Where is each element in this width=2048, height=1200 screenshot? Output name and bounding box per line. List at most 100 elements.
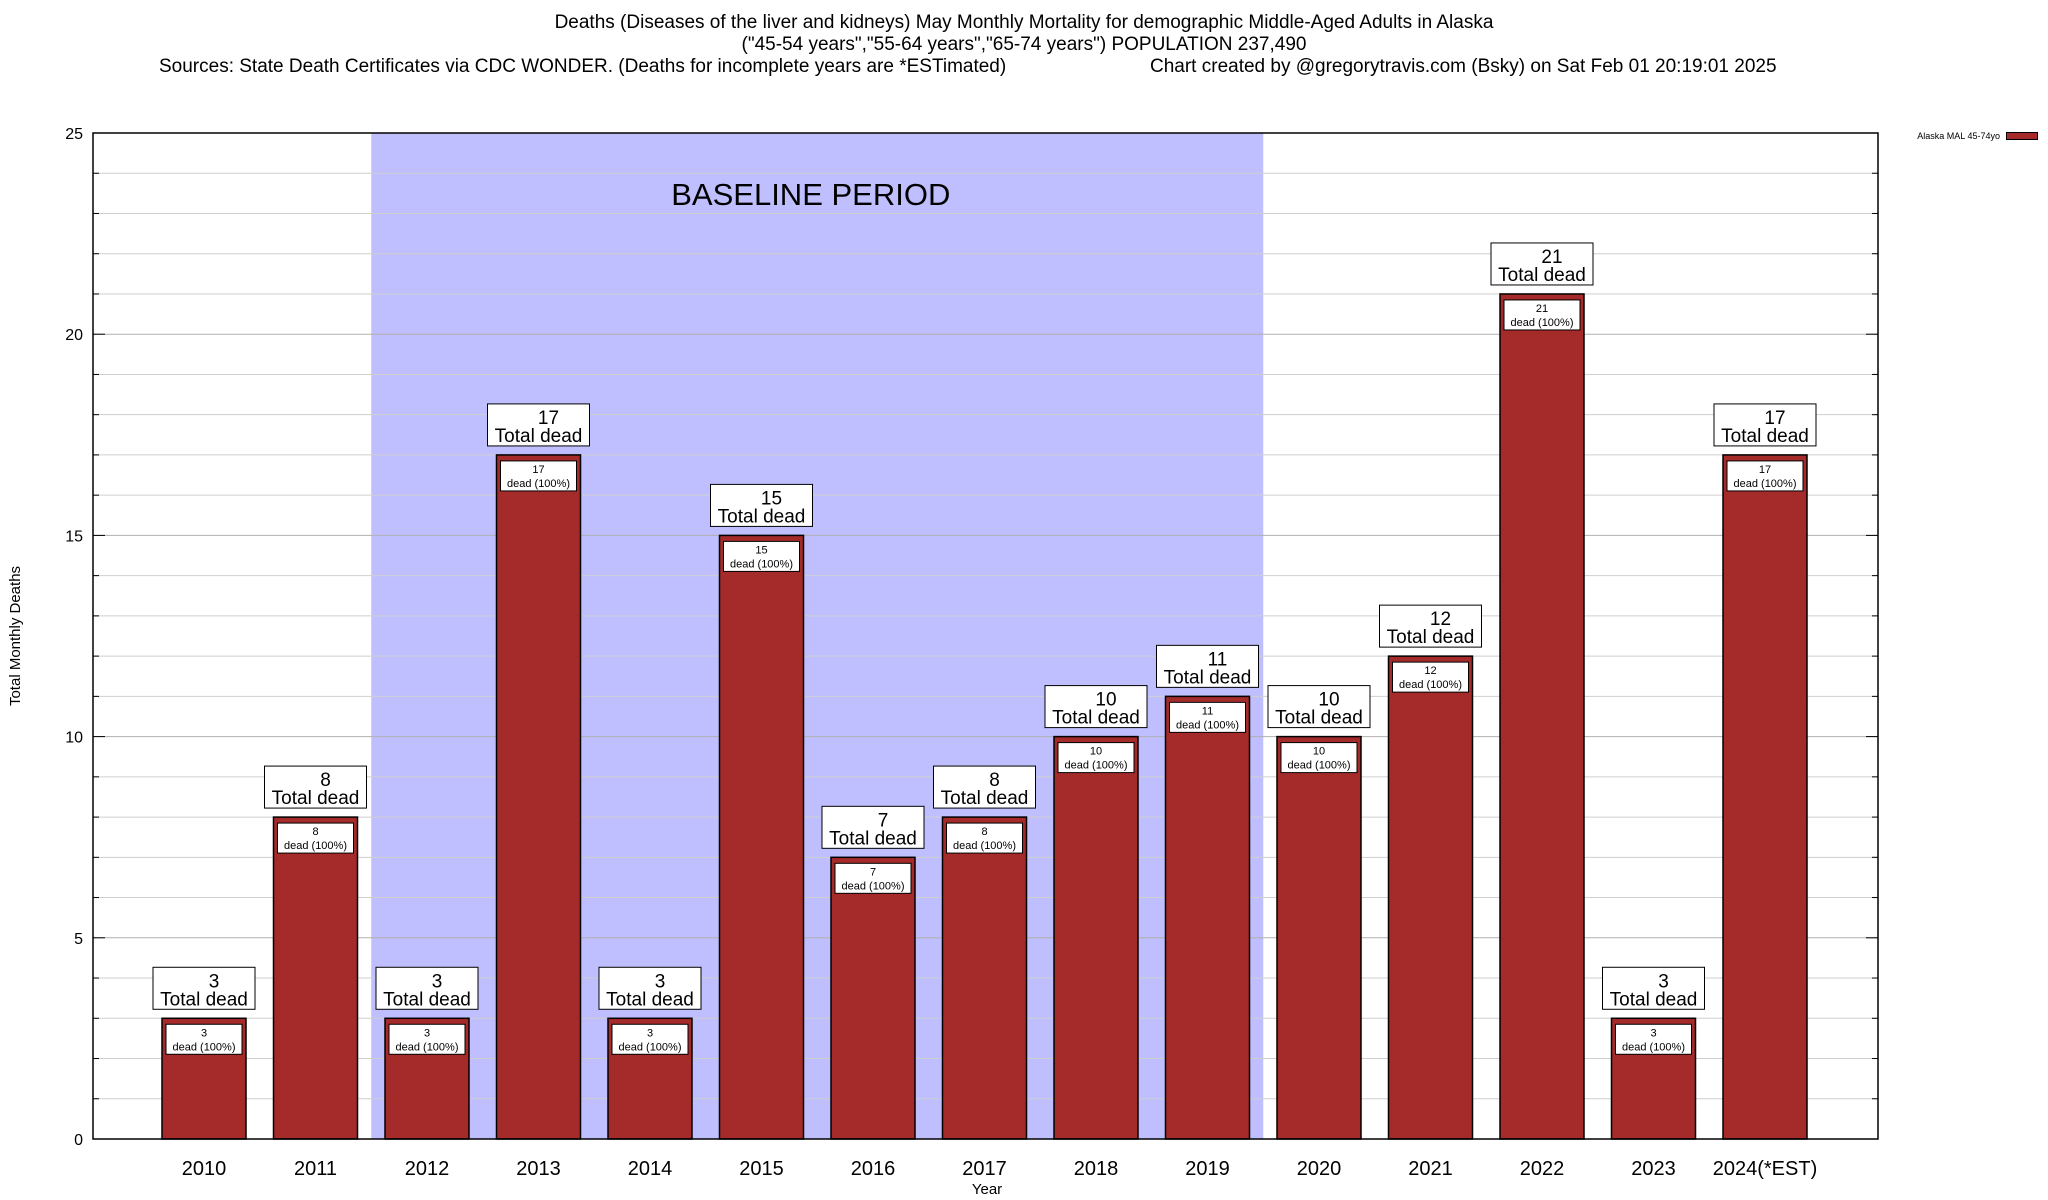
chart-credit: Chart created by @gregorytravis.com (Bsk… (1150, 56, 1777, 77)
y-tick-label: 0 (74, 1132, 83, 1149)
top-label-text: Total dead (1164, 667, 1252, 688)
inner-label-value: 10 (1090, 746, 1102, 758)
inner-label-text: dead (100%) (173, 1041, 236, 1053)
top-label-box (710, 483, 813, 527)
inner-label-value: 3 (201, 1027, 207, 1039)
inner-label-text: dead (100%) (507, 478, 570, 490)
inner-label-text: dead (100%) (842, 880, 905, 892)
top-label-text: Total dead (1275, 708, 1363, 729)
top-label-box (933, 765, 1036, 809)
top-label-text: Total dead (606, 989, 694, 1010)
inner-label-text: dead (100%) (1288, 760, 1351, 772)
top-label-text: Total dead (829, 828, 917, 849)
top-label-box (1044, 685, 1148, 729)
y-tick-label: 10 (65, 730, 83, 747)
top-label-value: 17 (1764, 408, 1785, 429)
inner-label-value: 21 (1536, 303, 1548, 315)
inner-label-value: 12 (1424, 665, 1436, 677)
top-label-box (1602, 966, 1705, 1010)
inner-label-box (1726, 460, 1804, 492)
x-tick-label: 2011 (294, 1158, 337, 1180)
inner-label-box (1057, 742, 1135, 774)
inner-label-value: 11 (1202, 705, 1213, 717)
top-label-value: 3 (209, 971, 220, 992)
inner-label-box (946, 822, 1023, 854)
bar (1164, 695, 1251, 1140)
bar (1387, 655, 1474, 1140)
top-label-box (375, 966, 479, 1010)
legend-label: Alaska MAL 45-74yo (1917, 131, 2000, 141)
bar (1722, 454, 1808, 1140)
inner-label-text: dead (100%) (1176, 719, 1239, 731)
top-label-value: 3 (1658, 971, 1669, 992)
inner-label-box (165, 1023, 243, 1055)
inner-label-text: dead (100%) (284, 840, 347, 852)
top-label-text: Total dead (941, 788, 1029, 809)
inner-label-box (834, 862, 912, 894)
inner-label-value: 17 (1759, 464, 1771, 476)
top-label-value: 3 (655, 971, 666, 992)
chart-title-line-1: Deaths (Diseases of the liver and kidney… (554, 12, 1494, 33)
x-tick-label: 2013 (516, 1158, 561, 1180)
x-tick-label: 2010 (182, 1158, 227, 1180)
x-tick-label: 2024(*EST) (1713, 1158, 1818, 1180)
bar (1053, 735, 1139, 1140)
bar (272, 816, 359, 1140)
inner-label-box (1280, 742, 1358, 774)
top-label-box (152, 966, 256, 1010)
inner-label-value: 15 (755, 544, 767, 556)
y-axis-label: Total Monthly Deaths (7, 566, 24, 706)
top-label-box (821, 805, 925, 849)
x-axis-label: Year (972, 1181, 1002, 1198)
inner-label-box (1392, 661, 1469, 693)
x-tick-label: 2015 (739, 1158, 784, 1180)
chart-title-line-2: ("45-54 years","55-64 years","65-74 year… (741, 34, 1307, 55)
x-tick-label: 2018 (1074, 1158, 1119, 1180)
plot-frame (92, 132, 1879, 1140)
inner-label-box (1169, 701, 1246, 733)
top-label-text: Total dead (1610, 989, 1698, 1010)
inner-label-text: dead (100%) (1399, 679, 1462, 691)
y-tick-label: 20 (65, 327, 83, 344)
top-label-text: Total dead (1721, 426, 1809, 447)
top-label-value: 17 (538, 408, 559, 429)
top-label-box (598, 966, 702, 1010)
inner-label-value: 8 (981, 826, 987, 838)
top-label-value: 21 (1541, 247, 1562, 268)
inner-label-text: dead (100%) (953, 840, 1016, 852)
top-label-text: Total dead (1052, 708, 1140, 729)
inner-label-value: 8 (312, 826, 318, 838)
x-tick-label: 2017 (962, 1158, 1007, 1180)
inner-label-box (277, 822, 354, 854)
sources-note: Sources: State Death Certificates via CD… (159, 56, 1007, 77)
top-label-value: 3 (432, 971, 443, 992)
top-label-value: 10 (1318, 690, 1339, 711)
legend-swatch (2006, 132, 2038, 140)
inner-label-value: 3 (1650, 1027, 1656, 1039)
x-tick-label: 2023 (1631, 1158, 1676, 1180)
legend: Alaska MAL 45-74yo (1917, 131, 2038, 141)
top-label-text: Total dead (495, 426, 583, 447)
top-label-box (1713, 403, 1817, 447)
inner-label-box (388, 1023, 466, 1055)
bar (1499, 293, 1585, 1140)
x-tick-label: 2014 (628, 1158, 673, 1180)
x-tick-label: 2016 (851, 1158, 896, 1180)
top-label-value: 8 (989, 770, 1000, 791)
inner-label-box (1615, 1023, 1692, 1055)
x-tick-label: 2022 (1520, 1158, 1565, 1180)
inner-label-value: 7 (870, 866, 876, 878)
top-label-box (264, 765, 367, 809)
inner-label-box (1503, 299, 1581, 331)
top-label-box (1490, 242, 1594, 286)
inner-label-text: dead (100%) (1734, 478, 1797, 490)
y-tick-label: 5 (74, 931, 83, 948)
top-label-box (487, 403, 590, 447)
chart-title: Deaths (Diseases of the liver and kidney… (0, 12, 2048, 56)
top-label-box (1379, 604, 1482, 648)
y-tick-label: 25 (65, 126, 83, 143)
top-label-value: 7 (878, 810, 889, 831)
inner-label-text: dead (100%) (619, 1041, 682, 1053)
inner-label-box (611, 1023, 689, 1055)
